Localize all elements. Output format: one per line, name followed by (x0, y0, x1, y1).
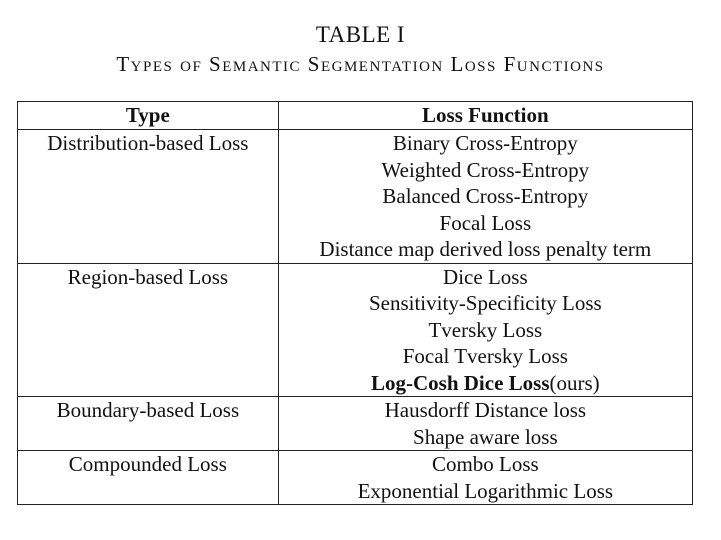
function-cell: Hausdorff Distance loss Shape aware loss (277, 396, 694, 451)
table-number: TABLE I (315, 22, 406, 47)
function-item: Shape aware loss (413, 424, 558, 449)
type-cell: Compounded Loss (17, 450, 279, 505)
function-cell: Combo Loss Exponential Logarithmic Loss (277, 450, 694, 505)
header-loss-function: Loss Function (277, 101, 694, 130)
type-cell: Boundary-based Loss (17, 396, 279, 451)
function-item: Balanced Cross-Entropy (382, 184, 589, 208)
header-row: Type Loss Function (17, 101, 694, 130)
table-row: Region-based Loss Dice Loss Sensitivity-… (17, 262, 694, 397)
type-cell: Region-based Loss (17, 262, 279, 397)
function-item: Focal Tversky Loss (402, 344, 568, 368)
table-row: Boundary-based Loss Hausdorff Distance l… (17, 396, 694, 451)
function-cell: Binary Cross-Entropy Weighted Cross-Entr… (277, 129, 694, 264)
table-row: Distribution-based Loss Binary Cross-Ent… (17, 129, 694, 264)
header-type: Type (17, 101, 279, 130)
function-item: Sensitivity-Specificity Loss (368, 291, 602, 315)
proposed-loss-name: Log-Cosh Dice Loss (371, 370, 550, 395)
function-item: Distance map derived loss penalty term (319, 237, 652, 261)
function-item: Hausdorff Distance loss (384, 398, 587, 422)
function-item: Combo Loss (431, 452, 539, 476)
ours-note: (ours) (549, 370, 600, 395)
type-cell: Distribution-based Loss (17, 129, 279, 264)
function-item: Dice Loss (443, 264, 528, 289)
function-item: Focal Loss (439, 210, 532, 235)
highlighted-function-item: Log-Cosh Dice Loss(ours) (285, 370, 686, 397)
function-item: Weighted Cross-Entropy (381, 157, 590, 182)
function-item: Exponential Logarithmic Loss (357, 478, 614, 503)
table-title: Types of Semantic Segmentation Loss Func… (116, 52, 605, 76)
function-cell: Dice Loss Sensitivity-Specificity Loss T… (277, 262, 694, 397)
function-item: Binary Cross-Entropy (392, 131, 578, 155)
loss-function-table: Type Loss Function Distribution-based Lo… (17, 101, 694, 505)
table-row: Compounded Loss Combo Loss Exponential L… (17, 450, 694, 505)
function-item: Tversky Loss (428, 317, 543, 342)
